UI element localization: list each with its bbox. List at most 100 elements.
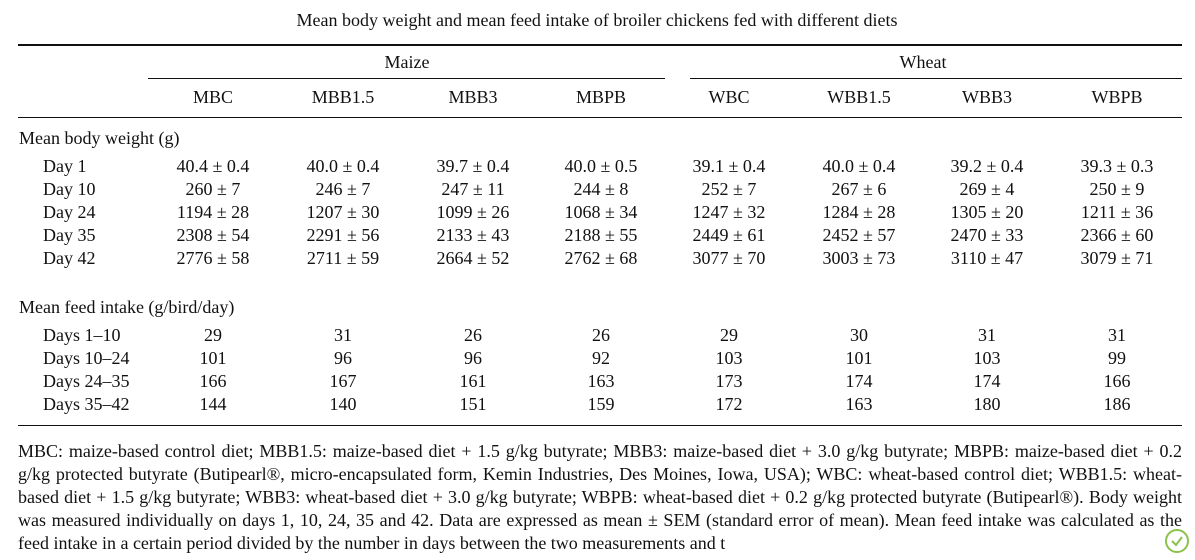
cell: 3003 ± 73 (822, 248, 896, 268)
cell: 26 (464, 325, 482, 345)
cell: 31 (978, 325, 996, 345)
column-header: MBPB (575, 87, 627, 107)
cell: 163 (845, 394, 873, 414)
cell: 140 (329, 394, 357, 414)
cell: 2449 ± 61 (692, 225, 766, 245)
cell: 29 (204, 325, 222, 345)
table-title: Mean body weight and mean feed intake of… (296, 10, 898, 30)
group-header: Maize (384, 52, 430, 72)
row-label: Days 24–35 (43, 371, 130, 391)
group-rule (690, 78, 1182, 79)
cell: 247 ± 11 (441, 179, 505, 199)
cell: 1068 ± 34 (564, 202, 638, 222)
cell: 101 (199, 348, 227, 368)
cell: 180 (973, 394, 1001, 414)
cell: 1194 ± 28 (176, 202, 250, 222)
column-header: MBC (192, 87, 234, 107)
cell: 40.0 ± 0.4 (822, 156, 896, 176)
badge-icon (1165, 529, 1189, 553)
row-label: Day 10 (43, 179, 96, 199)
cell: 96 (464, 348, 482, 368)
cell: 40.0 ± 0.4 (306, 156, 380, 176)
section-label: Mean feed intake (g/bird/day) (19, 297, 235, 317)
cell: 2762 ± 68 (564, 248, 638, 268)
cell: 103 (715, 348, 743, 368)
cell: 2664 ± 52 (436, 248, 510, 268)
cell: 173 (715, 371, 743, 391)
cell: 40.4 ± 0.4 (176, 156, 250, 176)
cell: 267 ± 6 (831, 179, 887, 199)
cell: 167 (329, 371, 357, 391)
cell: 1211 ± 36 (1080, 202, 1154, 222)
cell: 2452 ± 57 (822, 225, 896, 245)
row-label: Day 35 (43, 225, 96, 245)
row-label: Day 24 (43, 202, 96, 222)
cell: 186 (1103, 394, 1131, 414)
cell: 3110 ± 47 (950, 248, 1024, 268)
cell: 92 (592, 348, 610, 368)
row-label: Days 10–24 (43, 348, 130, 368)
row-label: Days 1–10 (43, 325, 121, 345)
cell: 1284 ± 28 (822, 202, 896, 222)
cell: 1247 ± 32 (692, 202, 766, 222)
cell: 1099 ± 26 (436, 202, 510, 222)
cell: 103 (973, 348, 1001, 368)
column-header: WBPB (1091, 87, 1143, 107)
group-header: Wheat (899, 52, 947, 72)
header-rule (18, 117, 1182, 118)
cell: 39.1 ± 0.4 (692, 156, 766, 176)
cell: 26 (592, 325, 610, 345)
cell: 250 ± 9 (1089, 179, 1145, 199)
cell: 269 ± 4 (959, 179, 1015, 199)
cell: 3077 ± 70 (692, 248, 766, 268)
cell: 174 (845, 371, 873, 391)
cell: 2711 ± 59 (306, 248, 380, 268)
cell: 101 (845, 348, 873, 368)
cell: 163 (587, 371, 615, 391)
cell: 1305 ± 20 (950, 202, 1024, 222)
cell: 39.2 ± 0.4 (950, 156, 1024, 176)
column-header: MBB1.5 (311, 87, 375, 107)
cell: 39.7 ± 0.4 (436, 156, 510, 176)
cell: 2366 ± 60 (1080, 225, 1154, 245)
cell: 172 (715, 394, 743, 414)
cell: 159 (587, 394, 615, 414)
row-label: Days 35–42 (43, 394, 130, 414)
cell: 99 (1108, 348, 1126, 368)
cell: 144 (199, 394, 227, 414)
cell: 40.0 ± 0.5 (564, 156, 638, 176)
cell: 2291 ± 56 (306, 225, 380, 245)
cell: 246 ± 7 (315, 179, 371, 199)
footnote: MBC: maize-based control diet; MBB1.5: m… (18, 441, 1182, 553)
group-rule (148, 78, 665, 79)
bottom-rule (18, 425, 1182, 426)
cell: 3079 ± 71 (1080, 248, 1154, 268)
cell: 2470 ± 33 (950, 225, 1024, 245)
cell: 39.3 ± 0.3 (1080, 156, 1154, 176)
cell: 166 (199, 371, 227, 391)
cell: 31 (334, 325, 352, 345)
section-label: Mean body weight (g) (19, 128, 180, 148)
cell: 161 (459, 371, 487, 391)
cell: 96 (334, 348, 352, 368)
cell: 2188 ± 55 (564, 225, 638, 245)
column-header: WBB3 (961, 87, 1013, 107)
cell: 2133 ± 43 (436, 225, 510, 245)
row-label: Day 1 (43, 156, 87, 176)
cell: 31 (1108, 325, 1126, 345)
cell: 2776 ± 58 (176, 248, 250, 268)
row-label: Day 42 (43, 248, 96, 268)
cell: 174 (973, 371, 1001, 391)
cell: 252 ± 7 (701, 179, 757, 199)
cell: 166 (1103, 371, 1131, 391)
cell: 29 (720, 325, 738, 345)
column-header: WBC (708, 87, 750, 107)
top-rule (18, 44, 1182, 46)
cell: 2308 ± 54 (176, 225, 250, 245)
cell: 151 (459, 394, 487, 414)
cell: 260 ± 7 (185, 179, 241, 199)
cell: 1207 ± 30 (306, 202, 380, 222)
column-header: MBB3 (448, 87, 498, 107)
cell: 244 ± 8 (573, 179, 629, 199)
